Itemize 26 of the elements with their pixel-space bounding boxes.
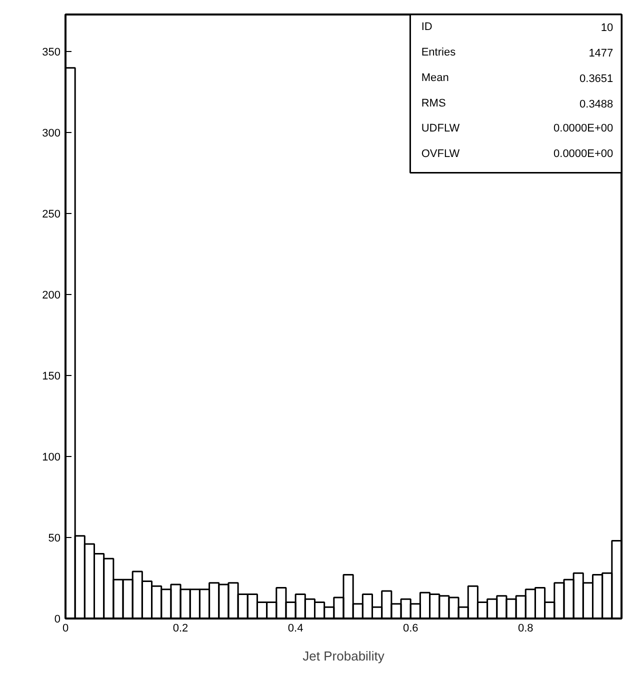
- x-tick-label: 0.8: [518, 622, 534, 634]
- y-tick-label: 250: [42, 208, 61, 221]
- y-tick-label: 350: [42, 46, 61, 59]
- annotation: Entries: [421, 46, 456, 59]
- annotation: 0.0000E+00: [554, 148, 614, 160]
- annotation: 0.0000E+00: [554, 122, 614, 135]
- x-tick-label: 0: [62, 622, 69, 634]
- annotation: RMS: [421, 97, 446, 110]
- annotation: UDFLW: [421, 122, 460, 135]
- x-tick-label: 0.4: [288, 622, 304, 634]
- annotation: OVFLW: [421, 148, 460, 160]
- x-axis-title: Jet Probability: [302, 648, 385, 664]
- annotation: 10: [600, 22, 614, 34]
- annotation: 1477: [588, 48, 614, 60]
- y-tick-label: 50: [48, 532, 61, 545]
- annotation: 0.3488: [580, 98, 614, 110]
- y-tick-label: 150: [42, 370, 61, 383]
- y-tick-label: 300: [42, 128, 61, 140]
- annotation: 0.3651: [580, 72, 614, 85]
- y-tick-label: 0: [54, 614, 61, 626]
- x-tick-label: 0.2: [172, 622, 188, 634]
- annotation: Mean: [421, 72, 449, 84]
- y-tick-label: 200: [42, 290, 61, 302]
- y-tick-label: 100: [42, 452, 61, 464]
- annotation: ID: [421, 21, 432, 34]
- x-tick-label: 0.6: [402, 622, 418, 634]
